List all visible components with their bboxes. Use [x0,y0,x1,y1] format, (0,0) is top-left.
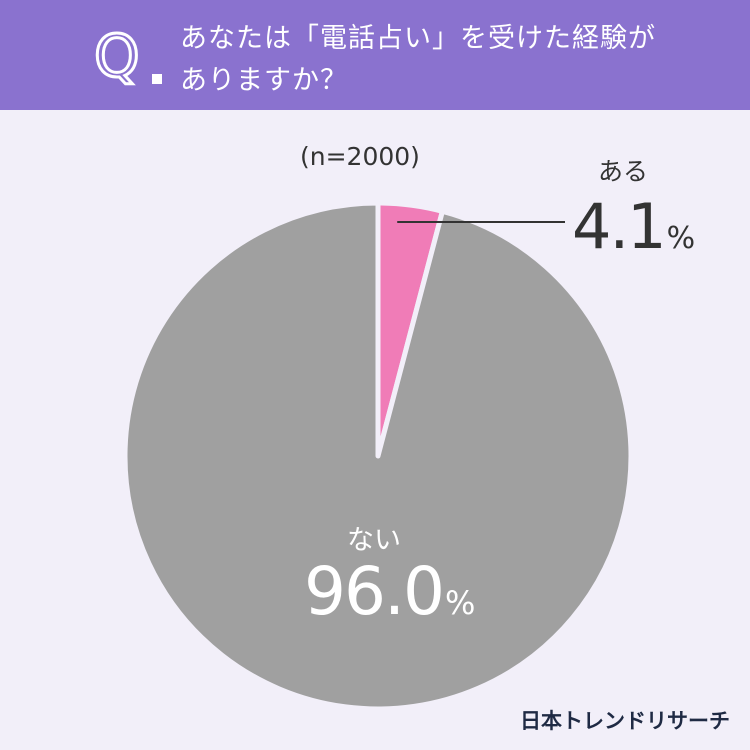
question-header: Q あなたは「電話占い」を受けた経験が ありますか？ [0,0,750,110]
slice-value-yes-number: 4.1 [572,190,667,263]
brand-logo: 日本トレンドリサーチ [520,709,730,733]
slice-value-no-number: 96.0 [304,553,445,630]
q-icon: Q [93,22,162,92]
pie-slice-no [122,200,634,712]
question-line-1: あなたは「電話占い」を受けた経験が [180,23,656,54]
slice-value-no-unit: % [444,584,476,622]
slice-value-no: 96.0% [304,553,475,630]
slice-label-no: ない [347,525,401,556]
question-text: あなたは「電話占い」を受けた経験が ありますか？ [180,18,720,102]
slice-value-yes-unit: % [666,221,696,256]
q-letter: Q [94,22,140,90]
slice-label-yes: ある [598,157,649,186]
question-line-2: ありますか？ [180,65,348,96]
slice-value-yes: 4.1% [572,190,695,263]
sample-size-label: (n=2000) [300,142,420,171]
